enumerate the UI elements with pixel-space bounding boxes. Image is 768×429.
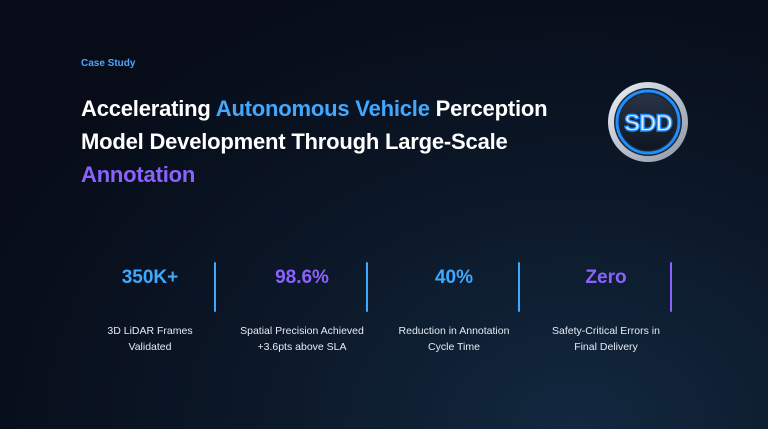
stat-value: 98.6% xyxy=(275,267,329,288)
logo-blue-ring xyxy=(615,89,681,155)
stat-divider xyxy=(214,262,216,312)
stat-item: 40% Reduction in Annotation Cycle Time xyxy=(389,262,519,382)
page-title: Accelerating Autonomous Vehicle Percepti… xyxy=(81,92,611,191)
stat-label: 3D LiDAR Frames Validated xyxy=(107,325,193,353)
stat-divider xyxy=(518,262,520,312)
headline-text-1: Accelerating xyxy=(81,96,216,121)
logo-text: SDD xyxy=(624,110,672,137)
stat-label: Reduction in Annotation Cycle Time xyxy=(398,325,510,353)
stat-value: Zero xyxy=(585,267,627,288)
stat-item: 350K+ 3D LiDAR Frames Validated xyxy=(85,262,215,382)
eyebrow-label: Case Study xyxy=(81,58,136,69)
stat-item: 98.6% Spatial Precision Achieved +3.6pts … xyxy=(237,262,367,382)
stat-label: Safety-Critical Errors in Final Delivery xyxy=(552,325,660,353)
stat-divider xyxy=(366,262,368,312)
stats-row: 350K+ 3D LiDAR Frames Validated 98.6% Spati… xyxy=(85,262,675,382)
stat-value: 40% xyxy=(434,267,474,288)
stat-value: 350K+ xyxy=(121,267,179,288)
stat-item: Zero Safety-Critical Errors in Final Deli… xyxy=(541,262,671,382)
stat-divider xyxy=(670,262,672,312)
headline-highlight-purple: Annotation xyxy=(81,162,196,187)
logo-inner-disc xyxy=(620,94,676,150)
sdd-logo: SDD xyxy=(608,82,688,162)
headline-highlight-blue: Autonomous Vehicle xyxy=(215,96,430,121)
stat-label: Spatial Precision Achieved +3.6pts above… xyxy=(240,325,364,353)
headline-text-2: Perception Model Development Through Lar… xyxy=(81,96,548,154)
